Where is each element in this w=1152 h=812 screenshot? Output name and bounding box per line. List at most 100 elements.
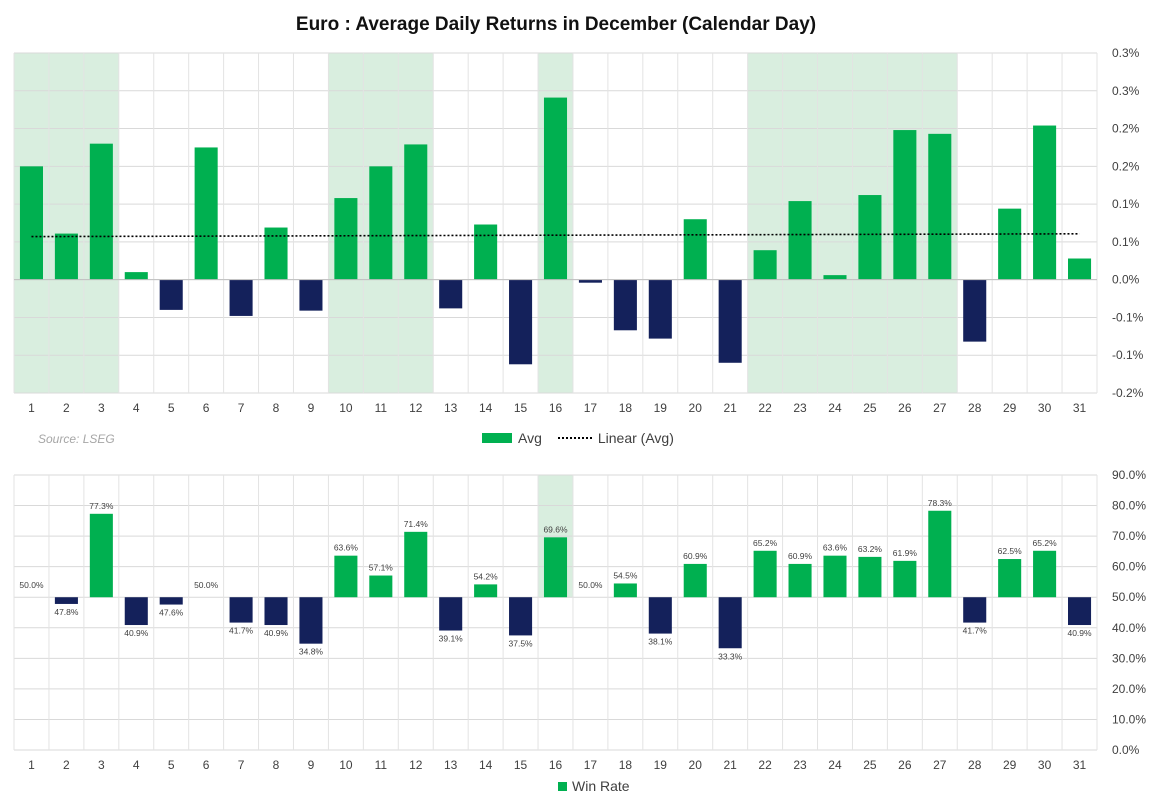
x-tick-label: 15 <box>514 401 528 415</box>
avg-bar <box>439 279 463 309</box>
x-tick-label: 30 <box>1038 758 1052 772</box>
x-tick-label: 6 <box>203 401 210 415</box>
avg-bar <box>89 143 113 280</box>
data-label: 78.3% <box>928 498 953 508</box>
data-label: 50.0% <box>578 580 603 590</box>
y-tick-label: 0.1% <box>1112 235 1140 249</box>
x-tick-label: 8 <box>273 401 280 415</box>
y-tick-label: 80.0% <box>1112 499 1146 513</box>
y-tick-label: 40.0% <box>1112 621 1146 635</box>
avg-bar <box>963 279 987 342</box>
x-tick-label: 4 <box>133 758 140 772</box>
x-tick-label: 16 <box>549 758 563 772</box>
x-tick-label: 29 <box>1003 401 1017 415</box>
data-label: 71.4% <box>404 519 429 529</box>
y-tick-label: 10.0% <box>1112 712 1146 726</box>
x-tick-label: 24 <box>828 758 842 772</box>
avg-bar <box>264 227 288 280</box>
avg-bar <box>159 279 183 310</box>
x-tick-label: 27 <box>933 758 947 772</box>
x-tick-label: 10 <box>339 401 353 415</box>
data-label: 50.0% <box>19 580 44 590</box>
win-rate-bar <box>299 597 323 644</box>
legend-avg-label: Avg <box>518 430 542 446</box>
avg-bar <box>334 198 358 280</box>
x-tick-label: 2 <box>63 401 70 415</box>
x-tick-label: 24 <box>828 401 842 415</box>
data-label: 60.9% <box>683 551 708 561</box>
y-tick-label: 30.0% <box>1112 651 1146 665</box>
x-tick-label: 29 <box>1003 758 1017 772</box>
win-rate-bar <box>1068 597 1092 626</box>
chart-title: Euro : Average Daily Returns in December… <box>295 14 817 35</box>
x-tick-label: 13 <box>444 758 458 772</box>
y-tick-label: 0.0% <box>1112 273 1140 287</box>
avg-bar <box>299 279 323 311</box>
source-note: Source: LSEG <box>38 432 115 446</box>
win-rate-bar <box>893 560 917 598</box>
x-tick-label: 11 <box>375 758 388 772</box>
win-rate-bar <box>543 537 568 598</box>
data-label: 38.1% <box>648 637 673 647</box>
y-tick-label: 0.2% <box>1112 159 1140 173</box>
win-rate-bar <box>229 597 253 623</box>
avg-bar <box>474 224 498 280</box>
win-rate-bar <box>998 559 1022 598</box>
x-tick-label: 17 <box>584 758 598 772</box>
win-rate-bar <box>788 563 812 598</box>
win-rate-bar <box>823 555 847 598</box>
y-tick-label: 0.3% <box>1112 84 1140 98</box>
win-rate-bar <box>54 597 78 604</box>
avg-bar <box>928 133 952 280</box>
avg-bar <box>194 147 218 280</box>
x-tick-label: 19 <box>654 758 668 772</box>
data-label: 63.6% <box>334 543 359 553</box>
win-rate-bar <box>1033 550 1057 598</box>
win-rate-bar <box>404 531 428 598</box>
win-rate-bar <box>509 597 533 636</box>
avg-bar <box>893 130 917 280</box>
avg-bar <box>613 279 637 331</box>
x-tick-label: 31 <box>1073 401 1087 415</box>
x-tick-label: 2 <box>63 758 70 772</box>
win-rate-bar <box>369 575 393 598</box>
y-tick-label: 0.2% <box>1112 122 1140 136</box>
data-label: 37.5% <box>509 638 534 648</box>
avg-bar <box>648 279 672 339</box>
x-tick-label: 3 <box>98 401 105 415</box>
x-tick-label: 1 <box>28 401 35 415</box>
data-label: 65.2% <box>753 538 778 548</box>
data-label: 54.5% <box>613 570 638 580</box>
y-tick-label: 20.0% <box>1112 682 1146 696</box>
data-label: 60.9% <box>788 551 813 561</box>
data-label: 61.9% <box>893 548 918 558</box>
win-rate-bar <box>439 597 463 631</box>
data-label: 47.8% <box>54 607 79 617</box>
x-tick-label: 3 <box>98 758 105 772</box>
x-tick-label: 22 <box>758 401 772 415</box>
data-label: 62.5% <box>998 546 1023 556</box>
x-tick-label: 13 <box>444 401 458 415</box>
x-tick-label: 27 <box>933 401 947 415</box>
x-tick-label: 7 <box>238 758 245 772</box>
x-tick-label: 25 <box>863 401 877 415</box>
avg-bar <box>858 195 882 280</box>
y-tick-label: 70.0% <box>1112 529 1146 543</box>
legend-win-rate: Win Rate <box>558 778 630 794</box>
avg-bar <box>54 233 78 280</box>
data-label: 69.6% <box>543 524 568 534</box>
data-label: 40.9% <box>124 628 149 638</box>
avg-bar <box>543 97 568 280</box>
data-label: 40.9% <box>264 628 289 638</box>
x-tick-label: 18 <box>619 401 633 415</box>
avg-bar <box>578 279 602 283</box>
avg-bar <box>1033 125 1057 280</box>
data-label: 33.3% <box>718 651 743 661</box>
x-tick-label: 20 <box>689 401 703 415</box>
avg-bar <box>509 279 533 365</box>
avg-bar <box>718 279 742 363</box>
x-tick-label: 28 <box>968 758 982 772</box>
avg-bar <box>124 272 148 280</box>
x-tick-label: 6 <box>203 758 210 772</box>
avg-bar <box>404 144 428 280</box>
